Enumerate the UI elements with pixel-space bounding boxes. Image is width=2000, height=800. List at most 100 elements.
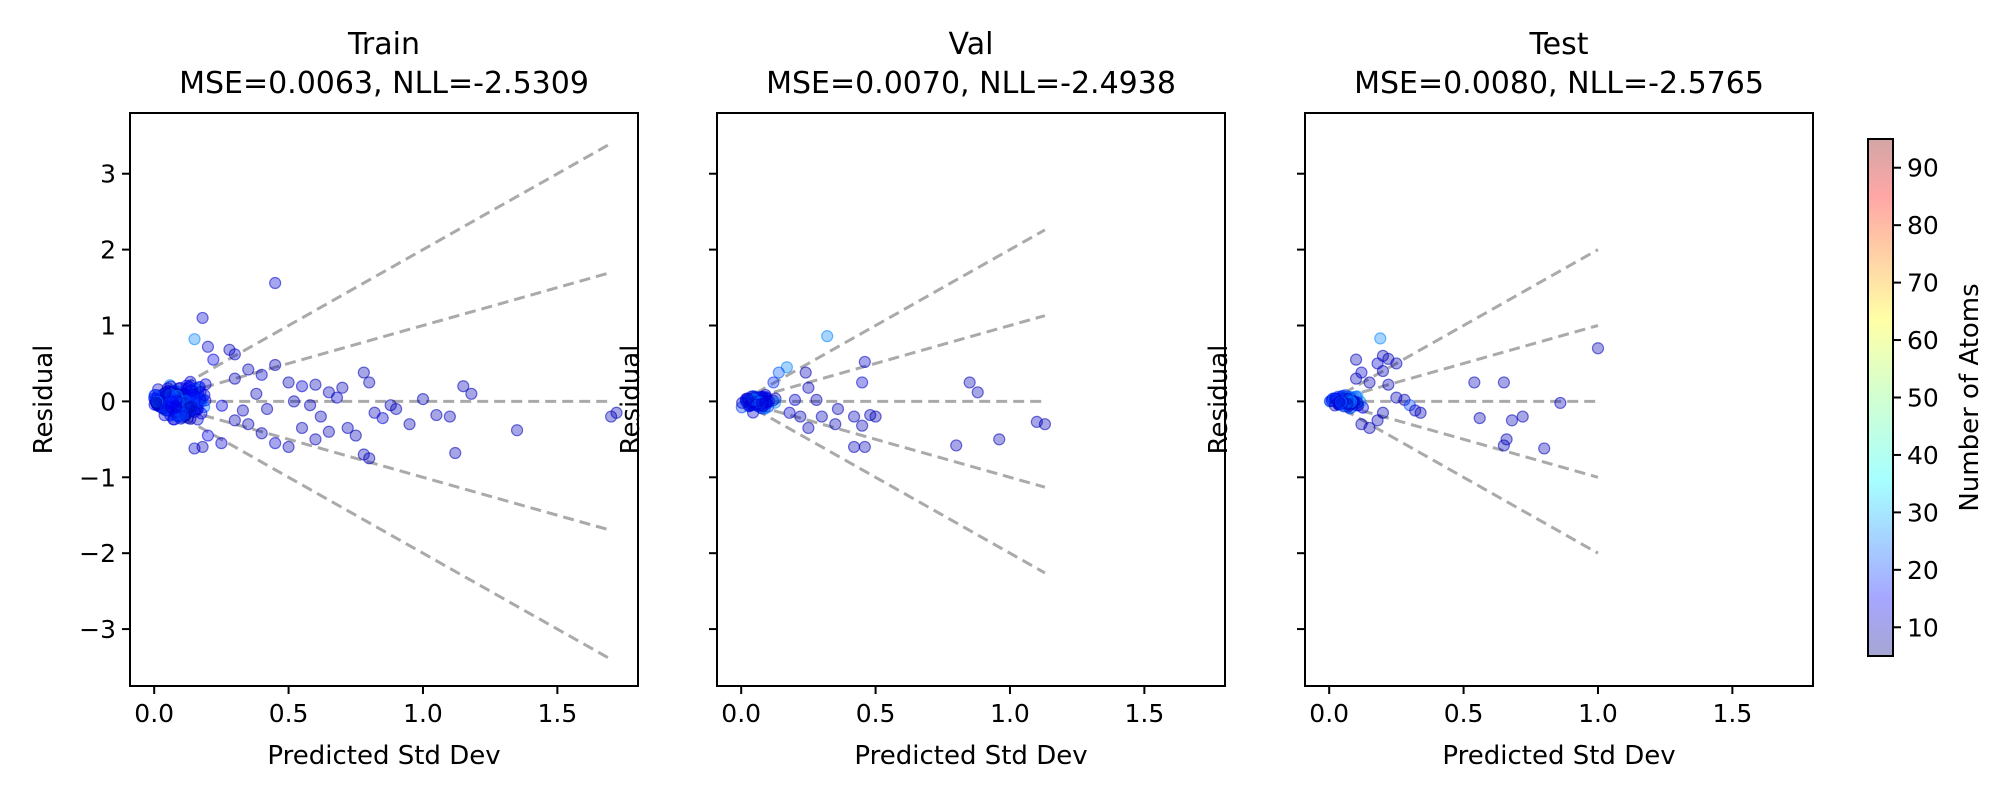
data-point [1505,414,1519,427]
guide-line [153,270,612,403]
data-point [971,386,984,399]
data-point [159,386,172,399]
y-axis-label: Residual [616,345,646,455]
data-point [269,358,282,372]
data-point [767,376,780,389]
y-tick-label: 2 [100,236,116,265]
guide-line [740,399,1046,489]
colorbar: 10 20 30 40 50 60 70 80 90 Number of Atoms [1867,138,1985,657]
data-point [416,393,430,406]
y-tick-label: −2 [79,539,116,568]
data-point [215,437,228,450]
data-point [242,363,255,376]
data-point [201,340,215,353]
data-point [457,380,470,393]
data-point [755,397,768,410]
x-tick-label: 1.5 [1124,699,1164,728]
panel-title: Val [949,27,994,62]
colorbar-tick-label: 10 [1907,613,1939,642]
data-point [1468,376,1481,389]
data-point [188,442,201,455]
data-point [449,446,462,460]
guide-line [153,400,612,661]
data-point [196,311,209,325]
data-point [1382,378,1395,391]
data-point [443,410,456,423]
data-point [215,399,229,412]
data-point [1497,439,1510,452]
x-tick-label: 0.0 [1309,699,1349,728]
data-point [1414,406,1427,419]
colorbar-tick-label: 20 [1907,556,1939,585]
data-point [963,376,976,389]
data-point [1374,332,1387,345]
data-point [1554,396,1567,410]
data-point [236,404,249,417]
data-point [188,333,201,346]
guide-line [1328,400,1599,555]
data-point [295,421,309,435]
data-point [341,421,354,435]
data-point [295,380,309,393]
data-point [847,410,861,423]
data-point [746,406,760,419]
panel-train: Train MSE=0.0063, NLL=-2.5309 0.0 0.5 1.0 1.5… [29,27,639,771]
data-point [260,402,274,416]
x-tick-label: 1.0 [403,699,443,728]
data-point [1516,410,1529,423]
data-point [950,439,963,452]
x-tick-label: 1.5 [1712,699,1752,728]
data-point [610,406,623,419]
data-point [170,401,183,414]
data-point [1355,418,1368,431]
panel-subtitle: MSE=0.0080, NLL=-2.5765 [1354,66,1764,101]
data-point [314,410,327,423]
guide-line [740,314,1046,403]
data-point [269,276,282,290]
colorbar-label: Number of Atoms [1955,283,1985,511]
colorbar-tick-label: 80 [1907,211,1939,240]
data-point [1497,376,1510,389]
panel-val: Val MSE=0.0070, NLL=-2.4938 0.0 0.5 1.0 1.5 Pr… [616,27,1226,771]
data-point [330,391,344,404]
x-tick-label: 1.0 [1578,699,1618,728]
guide-line [153,399,612,532]
data-point [191,413,204,426]
data-point [207,353,220,366]
data-point [1363,376,1376,389]
data-point [309,433,322,446]
panel-title: Test [1528,27,1588,62]
data-point [772,366,785,379]
data-point [858,355,871,369]
data-point [858,440,871,454]
data-point [794,410,807,423]
y-tick-label: 1 [100,312,116,341]
data-point [255,368,268,381]
data-point [1371,414,1384,427]
guide-line [1328,248,1599,403]
data-point [282,376,295,389]
x-axis-label: Predicted Std Dev [854,741,1087,771]
data-point [322,425,335,438]
data-point [193,380,206,394]
data-point [389,402,403,416]
data-point [1473,411,1486,425]
data-point [430,408,443,422]
data-point [815,410,828,423]
x-tick-label: 0.5 [269,699,309,728]
x-axis-label: Predicted Std Dev [267,741,500,771]
data-point [242,418,255,431]
data-point [357,366,370,379]
plot-frame [129,112,639,687]
x-tick-label: 0.0 [721,699,761,728]
data-point [829,418,842,431]
data-point [349,429,362,442]
data-point [1376,364,1390,378]
data-points [735,330,1052,454]
data-points [148,276,623,465]
colorbar-tick-label: 30 [1907,498,1939,527]
data-point [1390,357,1403,370]
guide-line [1328,324,1599,403]
panel-subtitle: MSE=0.0070, NLL=-2.4938 [766,66,1176,101]
